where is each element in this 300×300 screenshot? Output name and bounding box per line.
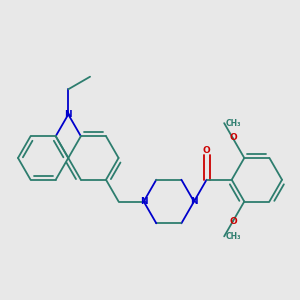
- Text: N: N: [190, 197, 198, 206]
- Text: O: O: [229, 217, 237, 226]
- Text: N: N: [64, 110, 72, 119]
- Text: N: N: [140, 197, 148, 206]
- Text: CH₃: CH₃: [226, 232, 241, 241]
- Text: O: O: [229, 133, 237, 142]
- Text: CH₃: CH₃: [226, 118, 241, 127]
- Text: O: O: [203, 146, 210, 154]
